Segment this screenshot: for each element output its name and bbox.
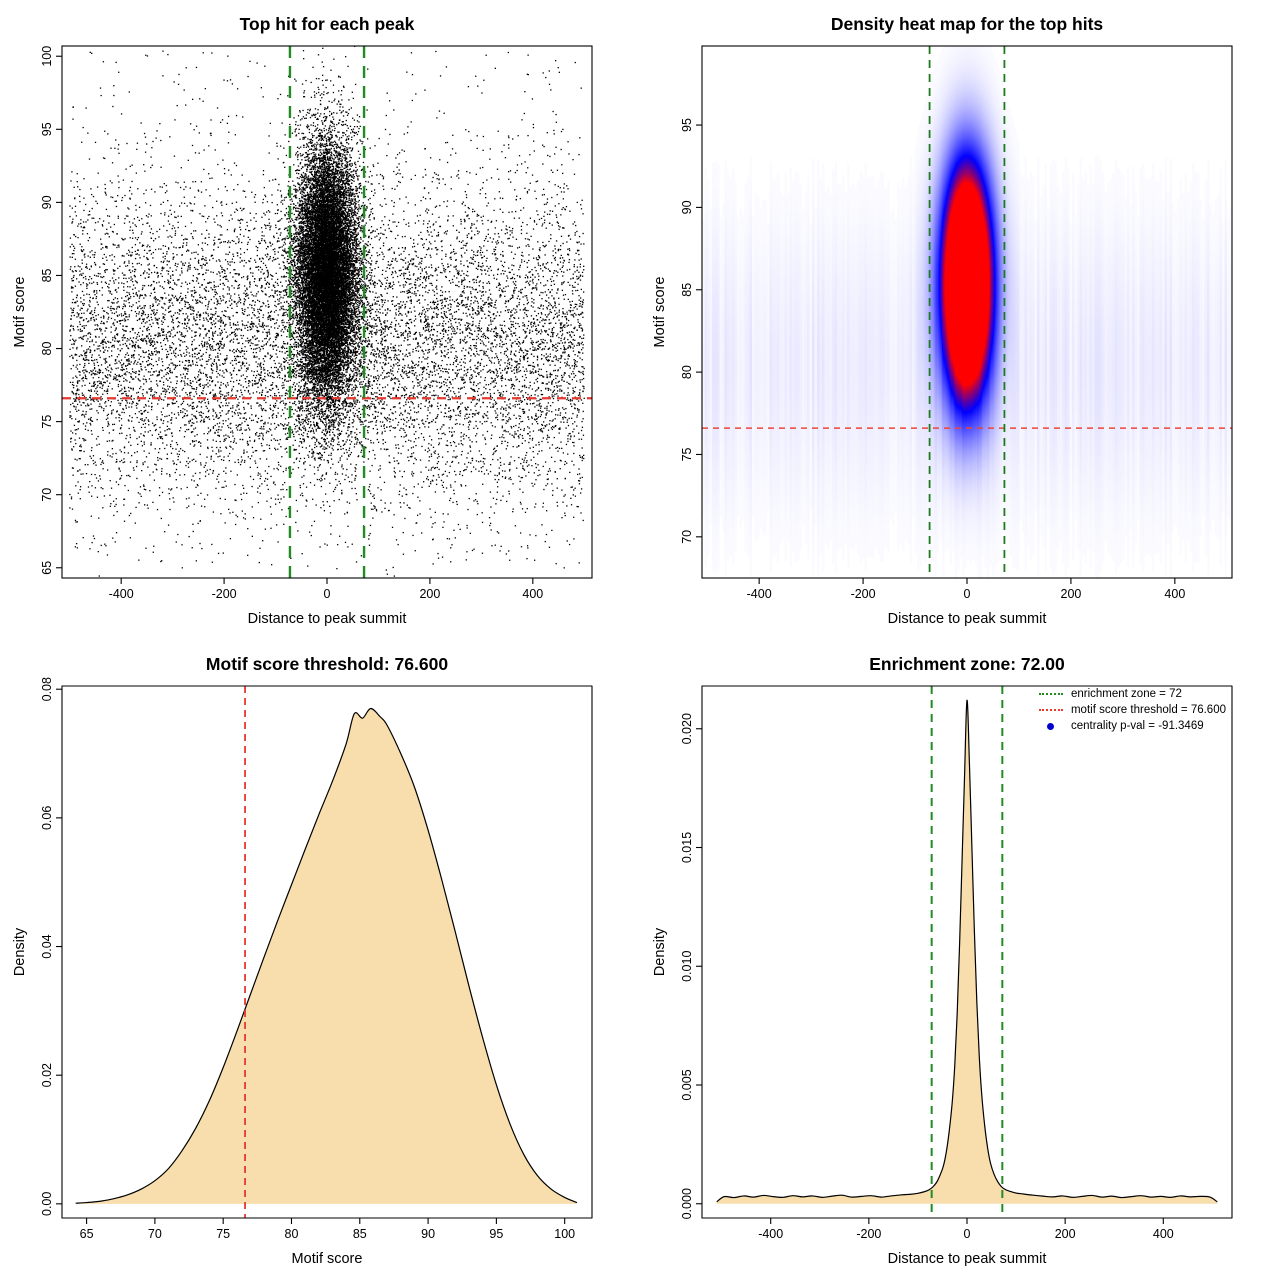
panel-scatter: Top hit for each peak: [0, 0, 640, 640]
panel-score-density: Motif score threshold: 76.600: [0, 640, 640, 1280]
legend: enrichment zone = 72 motif score thresho…: [1038, 688, 1226, 732]
position-density-canvas: [640, 640, 1280, 1280]
chart-title: Enrichment zone: 72.00: [869, 654, 1065, 674]
legend-item-enrichment-zone: enrichment zone = 72: [1038, 688, 1226, 700]
red-dotted-line-icon: [1038, 709, 1063, 711]
heatmap-canvas: [640, 0, 1280, 640]
green-dotted-line-icon: [1038, 693, 1063, 695]
threshold-line-swatch: [1038, 709, 1064, 711]
panel-position-density: Enrichment zone: 72.00 enrichment zone =…: [640, 640, 1280, 1280]
chart-title: Density heat map for the top hits: [830, 14, 1104, 34]
legend-item-centrality-pval: centrality p-val = -91.3469: [1038, 720, 1226, 732]
chart-title: Motif score threshold: 76.600: [205, 654, 449, 674]
panel-heatmap: Density heat map for the top hits: [640, 0, 1280, 640]
chart-title: Top hit for each peak: [239, 14, 415, 34]
blue-point-icon: [1047, 722, 1055, 730]
legend-label: enrichment zone = 72: [1070, 688, 1182, 700]
legend-item-score-threshold: motif score threshold = 76.600: [1038, 704, 1226, 716]
scatter-plot-canvas: [0, 0, 640, 640]
legend-label: centrality p-val = -91.3469: [1070, 720, 1204, 732]
pval-point-swatch: [1038, 722, 1064, 730]
score-density-canvas: [0, 640, 640, 1280]
legend-label: motif score threshold = 76.600: [1070, 704, 1226, 716]
enrichment-zone-line-swatch: [1038, 693, 1064, 695]
